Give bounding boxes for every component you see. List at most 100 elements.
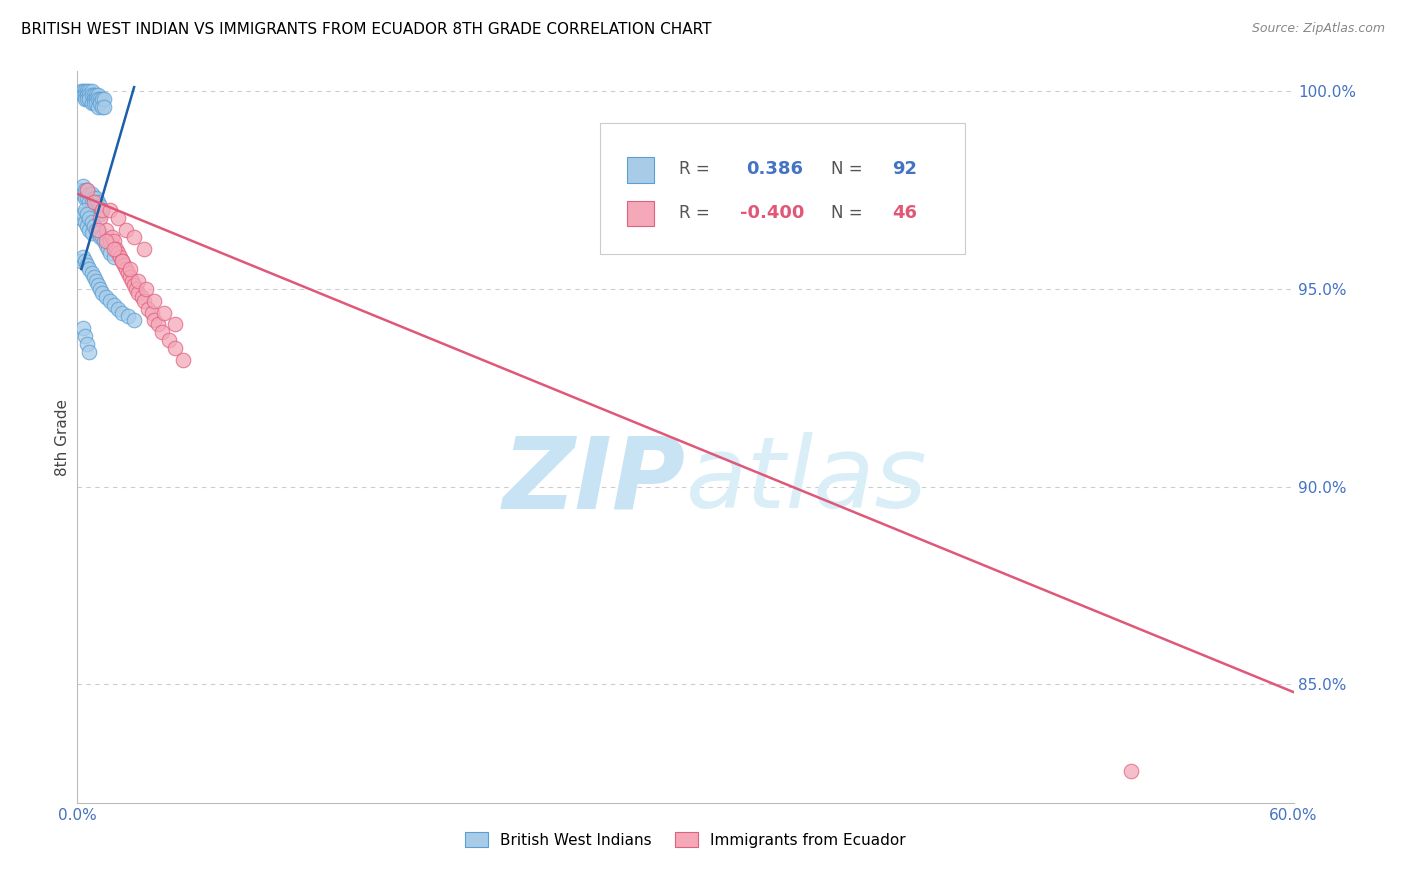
Point bbox=[98, 246, 121, 260]
Point bbox=[89, 230, 111, 244]
Point bbox=[84, 274, 107, 288]
Point bbox=[76, 88, 98, 103]
Point bbox=[103, 242, 125, 256]
Point bbox=[111, 305, 134, 319]
Point bbox=[80, 194, 103, 209]
Point bbox=[90, 100, 112, 114]
Point bbox=[94, 235, 117, 249]
Point bbox=[122, 313, 145, 327]
Point bbox=[163, 318, 186, 332]
Point bbox=[98, 293, 121, 308]
Point bbox=[70, 84, 93, 98]
Point bbox=[131, 290, 153, 304]
Point bbox=[79, 84, 101, 98]
Point bbox=[107, 301, 129, 316]
Text: ZIP: ZIP bbox=[502, 433, 686, 530]
Point bbox=[86, 202, 108, 217]
Point bbox=[72, 179, 94, 194]
Point bbox=[80, 95, 103, 110]
Point bbox=[115, 222, 138, 236]
Point bbox=[83, 191, 105, 205]
Point bbox=[84, 222, 107, 236]
Text: R =: R = bbox=[679, 204, 710, 222]
Point bbox=[107, 211, 129, 225]
Point bbox=[117, 266, 139, 280]
Point bbox=[90, 285, 112, 300]
Point bbox=[118, 262, 141, 277]
Point bbox=[72, 88, 94, 103]
Point bbox=[79, 186, 101, 201]
Point bbox=[108, 250, 131, 264]
Point bbox=[84, 95, 107, 110]
Point bbox=[70, 254, 93, 268]
Point bbox=[80, 84, 103, 98]
Point bbox=[89, 211, 111, 225]
Point bbox=[93, 235, 115, 249]
Point bbox=[86, 222, 108, 236]
Point bbox=[83, 269, 105, 284]
Point bbox=[115, 262, 138, 277]
Point bbox=[94, 290, 117, 304]
Text: R =: R = bbox=[679, 160, 710, 178]
Point bbox=[97, 242, 120, 256]
Text: N =: N = bbox=[831, 204, 863, 222]
Point bbox=[75, 202, 97, 217]
Point bbox=[148, 318, 170, 332]
Point bbox=[79, 194, 101, 209]
Point bbox=[83, 199, 105, 213]
Point bbox=[90, 92, 112, 106]
Point bbox=[163, 341, 186, 355]
Point bbox=[76, 191, 98, 205]
Legend: British West Indians, Immigrants from Ecuador: British West Indians, Immigrants from Ec… bbox=[460, 825, 911, 854]
Point bbox=[90, 230, 112, 244]
Point bbox=[172, 353, 194, 368]
Point bbox=[83, 95, 105, 110]
Point bbox=[122, 230, 145, 244]
Point bbox=[80, 186, 103, 201]
Point bbox=[75, 88, 97, 103]
Text: 46: 46 bbox=[893, 204, 917, 222]
Point bbox=[93, 92, 115, 106]
Point bbox=[76, 183, 98, 197]
Point bbox=[83, 219, 105, 233]
Point bbox=[83, 194, 105, 209]
Text: 92: 92 bbox=[893, 160, 917, 178]
Point bbox=[103, 235, 125, 249]
Point bbox=[86, 92, 108, 106]
Point bbox=[70, 183, 93, 197]
Point bbox=[118, 269, 141, 284]
Point bbox=[94, 222, 117, 236]
Point bbox=[75, 92, 97, 106]
Point bbox=[76, 84, 98, 98]
Point bbox=[80, 227, 103, 241]
Point bbox=[75, 191, 97, 205]
Point bbox=[80, 214, 103, 228]
Point bbox=[143, 313, 166, 327]
FancyBboxPatch shape bbox=[627, 201, 654, 227]
Text: -0.400: -0.400 bbox=[740, 204, 804, 222]
Y-axis label: 8th Grade: 8th Grade bbox=[55, 399, 70, 475]
Point bbox=[75, 84, 97, 98]
Point bbox=[134, 293, 156, 308]
FancyBboxPatch shape bbox=[627, 157, 654, 183]
Point bbox=[72, 207, 94, 221]
Point bbox=[79, 262, 101, 277]
Point bbox=[103, 298, 125, 312]
Point bbox=[83, 88, 105, 103]
Point bbox=[84, 88, 107, 103]
Point bbox=[1121, 764, 1143, 779]
Text: Source: ZipAtlas.com: Source: ZipAtlas.com bbox=[1251, 22, 1385, 36]
Point bbox=[89, 95, 111, 110]
Point bbox=[134, 242, 156, 256]
Point bbox=[152, 326, 174, 340]
Text: N =: N = bbox=[831, 160, 863, 178]
Point bbox=[72, 186, 94, 201]
Point bbox=[83, 92, 105, 106]
Point bbox=[98, 202, 121, 217]
Point bbox=[117, 310, 139, 324]
Point bbox=[103, 250, 125, 264]
Point bbox=[125, 282, 148, 296]
Point bbox=[76, 207, 98, 221]
Point bbox=[122, 277, 145, 292]
Point bbox=[86, 277, 108, 292]
